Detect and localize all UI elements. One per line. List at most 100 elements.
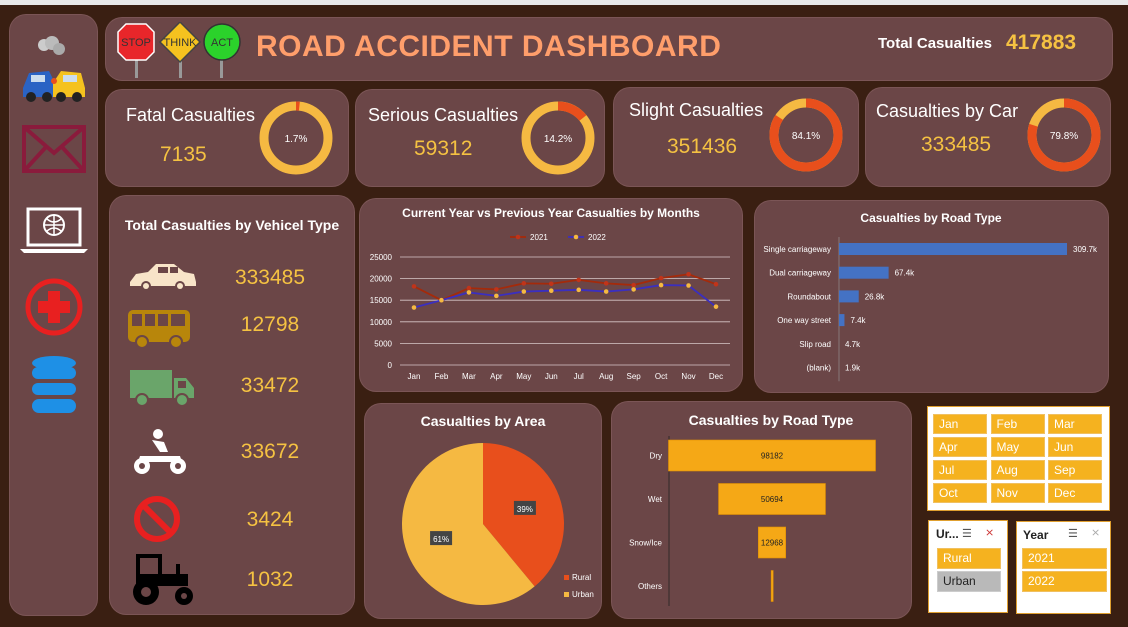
- legend-label: 2022: [588, 233, 606, 242]
- database-icon[interactable]: [10, 355, 97, 417]
- data-point: [603, 281, 609, 286]
- slicer-item-jan[interactable]: Jan: [933, 414, 987, 434]
- bus-icon: [128, 310, 190, 349]
- bar: [839, 314, 845, 327]
- slicer-item-urban[interactable]: Urban: [937, 571, 1001, 592]
- clear-filter-icon[interactable]: ⨯: [1091, 527, 1101, 539]
- data-point: [548, 288, 554, 293]
- multi-select-icon[interactable]: ☰: [1068, 528, 1078, 540]
- data-point: [631, 287, 636, 292]
- data-point: [686, 283, 691, 288]
- vehicle-value-truck: 33472: [240, 374, 300, 397]
- kpi-card-serious: Serious Casualties 59312 14.2%: [356, 90, 604, 186]
- year-slicer-header: Year: [1023, 528, 1049, 542]
- data-label: 61%: [433, 535, 449, 544]
- y-tick-label: 25000: [370, 253, 393, 262]
- kpi-label: Casualties by Car: [876, 101, 1019, 121]
- kpi-label: Serious Casualties: [368, 105, 519, 125]
- bar: [839, 243, 1067, 255]
- bar: [668, 439, 876, 472]
- donut-percent-label: 79.8%: [1050, 131, 1078, 142]
- mail-icon[interactable]: [10, 125, 97, 173]
- x-tick-label: Mar: [462, 372, 476, 381]
- vehicle-value-bike: 33672: [240, 440, 300, 463]
- data-point: [603, 289, 609, 294]
- data-label: 7.4k: [850, 316, 866, 325]
- legend-label: Rural: [572, 573, 591, 582]
- slicer-item-aug[interactable]: Aug: [990, 460, 1045, 480]
- slicer-item-2022[interactable]: 2022: [1022, 571, 1107, 592]
- slicer-item-mar[interactable]: Mar: [1048, 414, 1102, 434]
- donut-fill: [521, 101, 595, 175]
- legend-swatch: [564, 592, 569, 597]
- bar: [839, 290, 859, 303]
- x-tick-label: Aug: [599, 372, 613, 381]
- pie-slice: [402, 443, 535, 605]
- data-label: 309.7k: [1073, 245, 1098, 254]
- year-slicer: Year ☰ ⨯ 2021 2022: [1016, 521, 1111, 614]
- truck-icon: [130, 370, 194, 407]
- category-label: Slip road: [799, 340, 831, 349]
- medical-cross-icon[interactable]: [10, 277, 97, 337]
- spreadsheet-column-strip: [0, 0, 1128, 5]
- x-tick-label: Feb: [435, 372, 449, 381]
- chart-title: Casualties by Road Type: [689, 412, 854, 428]
- bar: [758, 526, 786, 559]
- total-casualties-value: 417883: [1006, 31, 1077, 54]
- donut-percent-label: 1.7%: [285, 134, 308, 145]
- surface-bar-chart-panel: Casualties by Road Type Dry 98182 Wet 50694 S…: [612, 402, 911, 618]
- slicer-item-jul[interactable]: Jul: [933, 460, 987, 480]
- slicer-item-rural[interactable]: Rural: [937, 548, 1001, 569]
- slicer-item-dec[interactable]: Dec: [1048, 483, 1102, 503]
- chart-title: Casualties by Area: [421, 413, 546, 429]
- car-crash-icon[interactable]: [10, 33, 97, 108]
- x-tick-label: Nov: [681, 372, 695, 381]
- data-label: 4.7k: [845, 340, 861, 349]
- data-label: 12968: [761, 539, 784, 548]
- area-slicer-header: Ur...: [936, 527, 959, 541]
- slicer-item-nov[interactable]: Nov: [990, 483, 1045, 503]
- slicer-item-oct[interactable]: Oct: [933, 483, 987, 503]
- slicer-item-jun[interactable]: Jun: [1048, 437, 1102, 457]
- data-label: 26.8k: [865, 292, 886, 301]
- stop-sign-text: STOP: [121, 37, 151, 49]
- header-banner: STOP THINK ACT ROAD ACCIDENT DASHBOARD T…: [106, 18, 1112, 80]
- data-point: [439, 297, 444, 303]
- data-point: [548, 281, 554, 287]
- area-slicer: Ur... ☰ ⨯ Rural Urban: [928, 520, 1008, 613]
- kpi-value: 351436: [667, 135, 738, 158]
- vehicle-value-tractor: 1032: [246, 568, 294, 591]
- x-tick-label: Jun: [545, 372, 558, 381]
- think-sign-text: THINK: [164, 37, 198, 49]
- data-point: [576, 277, 582, 283]
- slicer-item-2021[interactable]: 2021: [1022, 548, 1107, 569]
- no-entry-icon: [134, 496, 180, 542]
- data-point: [713, 304, 719, 309]
- legend-marker: [573, 234, 579, 240]
- slicer-item-sep[interactable]: Sep: [1048, 460, 1102, 480]
- kpi-value: 7135: [160, 143, 207, 166]
- category-label: Wet: [648, 495, 663, 504]
- donut-percent-label: 14.2%: [544, 134, 572, 145]
- multi-select-icon[interactable]: ☰: [962, 528, 972, 540]
- kpi-label: Fatal Casualties: [126, 105, 256, 125]
- slicer-item-apr[interactable]: Apr: [933, 437, 987, 457]
- x-tick-label: Oct: [655, 372, 668, 381]
- y-tick-label: 10000: [370, 318, 393, 327]
- clear-filter-icon[interactable]: ⨯: [985, 527, 995, 539]
- slicer-item-may[interactable]: May: [990, 437, 1045, 457]
- legend-label: Urban: [572, 590, 594, 599]
- chart-title: Casualties by Road Type: [860, 211, 1001, 225]
- laptop-globe-icon[interactable]: [10, 205, 97, 255]
- kpi-label: Slight Casualties: [629, 100, 764, 120]
- category-label: Snow/Ice: [629, 539, 662, 548]
- y-tick-label: 20000: [370, 275, 393, 284]
- data-label-box: [513, 500, 536, 515]
- vehicle-type-panel: Total Casualties by Vehicel Type 333485 …: [110, 196, 354, 614]
- data-label: 50694: [761, 495, 784, 504]
- slicer-item-feb[interactable]: Feb: [990, 414, 1045, 434]
- data-label-box: [430, 531, 453, 546]
- y-tick-label: 0: [388, 361, 393, 370]
- stop-think-act-signs-icon: STOP THINK ACT: [117, 22, 241, 78]
- donut-percent-label: 84.1%: [792, 131, 820, 142]
